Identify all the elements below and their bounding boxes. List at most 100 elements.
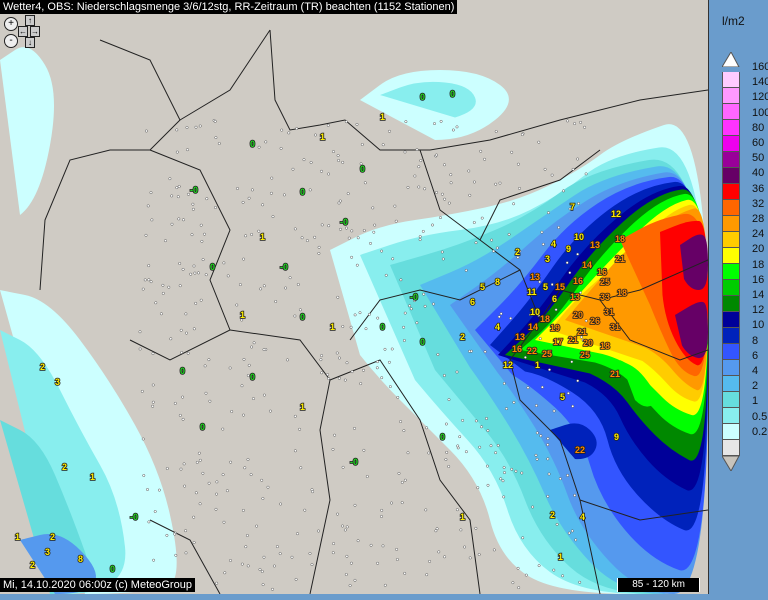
station-marker <box>380 249 384 253</box>
station-marker <box>159 312 163 316</box>
station-value: 20 <box>573 310 583 320</box>
station-marker <box>507 232 511 236</box>
station-marker <box>577 202 581 205</box>
border-line <box>329 359 481 594</box>
station-marker <box>326 123 330 127</box>
station-marker <box>391 257 395 261</box>
legend-unit: l/m2 <box>722 14 745 28</box>
station-marker <box>280 128 284 132</box>
station-marker <box>541 242 545 246</box>
station-marker <box>332 542 336 546</box>
station-marker <box>546 443 550 447</box>
station-marker <box>516 566 520 570</box>
station-marker <box>360 143 364 146</box>
station-marker <box>406 451 410 455</box>
station-value: 1 <box>535 360 540 370</box>
precipitation-map[interactable]: 0 -0 1 0 0 -0 1 0 -0 0 1 1 0 -0 0 0 1 0 -0 0 1 2 3 4 5 6 7 9 10 12 13 1… <box>0 0 709 594</box>
station-marker <box>485 464 489 468</box>
station-value: 11 <box>527 287 537 297</box>
pan-down-button[interactable]: ↓ <box>25 37 35 48</box>
station-marker <box>447 465 451 468</box>
station-marker <box>146 204 150 208</box>
station-marker <box>240 318 244 322</box>
station-marker <box>175 128 179 132</box>
station-marker <box>456 444 460 448</box>
station-marker <box>477 553 481 556</box>
station-marker <box>185 126 189 129</box>
station-marker <box>240 562 244 566</box>
station-marker <box>524 573 528 577</box>
legend-panel: l/m2 160 140 120 100 80 60 50 40 36 32 28 24 20 18 16 1… <box>709 0 768 594</box>
station-value: 0 <box>380 322 385 332</box>
station-marker <box>287 131 291 135</box>
station-value: 0 <box>360 164 365 174</box>
station-marker <box>451 128 455 132</box>
station-marker <box>499 312 503 316</box>
station-marker <box>459 528 463 532</box>
pan-right-button[interactable]: → <box>30 26 40 37</box>
station-marker <box>510 150 514 154</box>
station-marker <box>317 245 321 249</box>
station-marker <box>153 510 157 513</box>
station-marker <box>246 374 250 377</box>
station-marker <box>534 453 538 457</box>
legend-swatch-80 <box>722 120 740 136</box>
border-line <box>479 149 601 241</box>
station-marker <box>418 238 422 242</box>
station-marker <box>151 400 155 404</box>
station-marker <box>261 497 265 500</box>
station-marker <box>221 427 225 431</box>
pan-up-button[interactable]: ↑ <box>25 15 35 26</box>
station-marker <box>381 143 385 147</box>
station-value: 0 <box>210 262 215 272</box>
station-marker <box>173 401 177 405</box>
station-marker <box>492 249 496 253</box>
station-value: 1 <box>330 322 335 332</box>
station-marker <box>183 484 187 488</box>
station-marker <box>353 578 357 582</box>
pan-left-button[interactable]: ← <box>18 26 28 37</box>
station-marker <box>189 272 193 276</box>
station-marker <box>244 234 248 238</box>
station-marker <box>566 473 570 477</box>
station-marker <box>576 157 580 161</box>
legend-label: 2 <box>752 380 759 393</box>
station-marker <box>140 389 144 393</box>
station-marker <box>434 529 438 533</box>
station-value: 26 <box>590 316 600 326</box>
legend-swatch-20 <box>722 248 740 264</box>
station-marker <box>445 450 449 454</box>
station-marker <box>574 538 578 542</box>
station-marker <box>339 227 342 231</box>
legend-label: 18 <box>752 258 765 271</box>
station-marker <box>350 255 354 259</box>
station-marker <box>235 303 239 307</box>
station-marker <box>435 527 439 531</box>
station-marker <box>242 257 246 261</box>
zoom-out-button[interactable]: - <box>4 34 18 48</box>
station-marker <box>474 526 478 530</box>
legend-swatch-4 <box>722 376 740 392</box>
station-marker <box>423 304 427 308</box>
station-marker <box>367 312 371 316</box>
station-marker <box>443 197 447 201</box>
station-value: 31 <box>610 322 620 332</box>
station-marker <box>573 122 577 126</box>
station-marker <box>147 264 151 268</box>
station-marker <box>371 206 375 210</box>
station-marker <box>568 271 572 275</box>
station-marker <box>355 263 359 267</box>
station-marker <box>417 165 421 169</box>
station-marker <box>425 426 429 430</box>
station-marker <box>509 316 513 320</box>
station-marker <box>186 351 190 355</box>
station-marker <box>576 252 580 256</box>
station-marker <box>566 391 570 395</box>
station-marker <box>182 462 186 466</box>
station-marker <box>578 580 582 584</box>
station-marker <box>417 185 421 189</box>
station-marker <box>565 261 569 265</box>
zoom-in-button[interactable]: + <box>4 17 18 31</box>
station-marker <box>547 211 550 215</box>
station-marker <box>406 185 410 189</box>
